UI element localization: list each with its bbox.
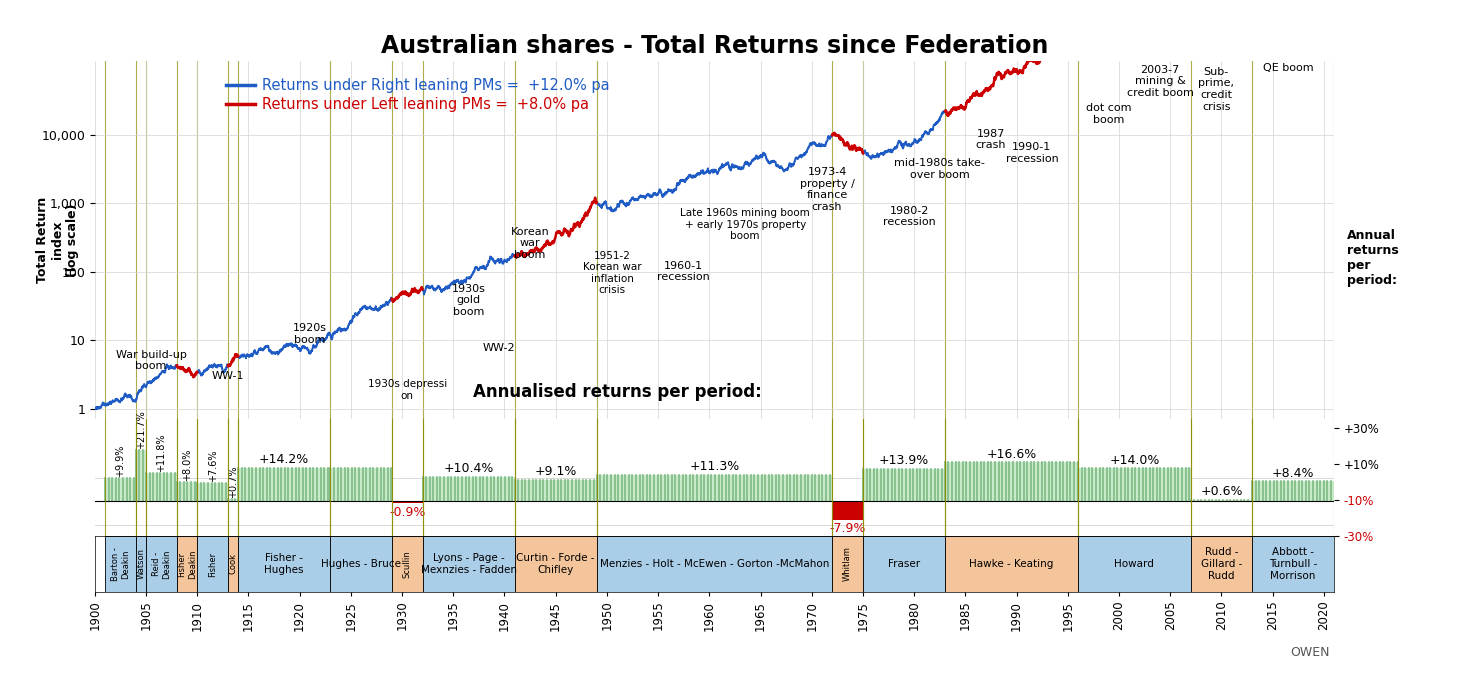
- Bar: [423, 537, 515, 592]
- Text: Late 1960s mining boom
+ early 1970s property
boom: Late 1960s mining boom + early 1970s pro…: [681, 208, 811, 241]
- Bar: [1077, 537, 1191, 592]
- Text: +7.6%: +7.6%: [207, 449, 217, 482]
- Text: +13.9%: +13.9%: [879, 454, 929, 467]
- Title: Australian shares - Total Returns since Federation: Australian shares - Total Returns since …: [381, 34, 1048, 58]
- Bar: [105, 537, 136, 592]
- Text: +0.6%: +0.6%: [1200, 485, 1242, 498]
- Text: 1987
crash: 1987 crash: [975, 129, 1006, 150]
- Text: -0.9%: -0.9%: [389, 506, 426, 519]
- Text: Watson: Watson: [137, 549, 146, 579]
- Text: 1930s depressi
on: 1930s depressi on: [367, 379, 446, 401]
- Bar: [136, 537, 146, 592]
- Text: Annual
returns
per
period:: Annual returns per period:: [1347, 229, 1398, 288]
- Text: Hughes - Bruce: Hughes - Bruce: [321, 559, 401, 569]
- Text: Reid -
Deakin: Reid - Deakin: [152, 549, 171, 579]
- Bar: [1252, 537, 1334, 592]
- Text: +11.3%: +11.3%: [690, 460, 739, 473]
- Text: WW-2: WW-2: [483, 343, 516, 353]
- Bar: [1077, 469, 1191, 501]
- Text: +16.6%: +16.6%: [986, 447, 1037, 460]
- Bar: [1252, 481, 1334, 501]
- Bar: [515, 537, 596, 592]
- Bar: [515, 480, 596, 501]
- Bar: [863, 469, 945, 501]
- Text: +21.7%: +21.7%: [136, 410, 146, 449]
- Bar: [596, 475, 833, 501]
- Text: 1930s
gold
boom: 1930s gold boom: [452, 284, 486, 317]
- Text: 1973-4
property /
finance
crash: 1973-4 property / finance crash: [799, 167, 854, 212]
- Bar: [136, 450, 146, 501]
- Text: Lyons - Page -
Mexnzies - Fadden: Lyons - Page - Mexnzies - Fadden: [420, 553, 516, 575]
- Text: -7.9%: -7.9%: [830, 522, 866, 535]
- Bar: [833, 537, 863, 592]
- Text: mid-1980s take-
over boom: mid-1980s take- over boom: [894, 158, 986, 180]
- Text: Korean
war
boom: Korean war boom: [510, 226, 550, 260]
- Text: +9.9%: +9.9%: [115, 445, 125, 477]
- Bar: [197, 483, 227, 501]
- Text: Abbott -
Turnbull -
Morrison: Abbott - Turnbull - Morrison: [1268, 547, 1317, 581]
- Text: Whitlam: Whitlam: [843, 547, 851, 581]
- Text: Cook: Cook: [229, 554, 238, 575]
- Text: Fisher -
Hughes: Fisher - Hughes: [264, 553, 305, 575]
- Bar: [146, 537, 176, 592]
- Text: War build-up
boom: War build-up boom: [115, 350, 187, 371]
- Text: +11.8%: +11.8%: [156, 434, 166, 473]
- Text: QE boom: QE boom: [1263, 63, 1314, 73]
- Bar: [238, 537, 331, 592]
- Text: Howard: Howard: [1114, 559, 1155, 569]
- Text: 1960-1
recession: 1960-1 recession: [658, 260, 710, 282]
- Bar: [227, 500, 238, 501]
- Text: Menzies - Holt - McEwen - Gorton -McMahon: Menzies - Holt - McEwen - Gorton -McMaho…: [599, 559, 830, 569]
- Bar: [945, 537, 1077, 592]
- Text: OWEN: OWEN: [1290, 646, 1330, 659]
- Bar: [945, 462, 1077, 501]
- Bar: [423, 477, 515, 501]
- Text: +14.2%: +14.2%: [260, 454, 309, 466]
- Text: WW-1: WW-1: [211, 371, 243, 381]
- Bar: [227, 537, 238, 592]
- Text: +10.4%: +10.4%: [443, 462, 494, 475]
- Bar: [392, 537, 423, 592]
- Text: Annualised returns per period:: Annualised returns per period:: [472, 384, 761, 401]
- Text: +8.0%: +8.0%: [182, 449, 192, 481]
- Text: 1951-2
Korean war
inflation
crisis: 1951-2 Korean war inflation crisis: [583, 251, 642, 296]
- Text: +14.0%: +14.0%: [1110, 454, 1159, 466]
- Text: +8.4%: +8.4%: [1271, 466, 1314, 480]
- Text: Barton -
Deakin: Barton - Deakin: [111, 547, 130, 581]
- Bar: [833, 501, 863, 520]
- Text: 2003-7
mining &
credit boom: 2003-7 mining & credit boom: [1127, 65, 1194, 98]
- Text: Sub-
prime,
credit
crisis: Sub- prime, credit crisis: [1198, 67, 1235, 112]
- Legend: Returns under Right leaning PMs =  +12.0% pa, Returns under Left leaning PMs =  : Returns under Right leaning PMs = +12.0%…: [220, 72, 615, 118]
- Bar: [1191, 500, 1252, 501]
- Y-axis label: Total Return
index
(log scale): Total Return index (log scale): [35, 197, 79, 284]
- Text: 1990-1
recession: 1990-1 recession: [1006, 142, 1059, 164]
- Text: +0.7%: +0.7%: [227, 466, 238, 498]
- Text: Scullin: Scullin: [402, 550, 411, 578]
- Bar: [197, 537, 227, 592]
- Bar: [105, 478, 136, 501]
- Text: 1920s
boom: 1920s boom: [293, 324, 327, 345]
- Bar: [392, 501, 423, 503]
- Text: Rudd -
Gillard -
Rudd: Rudd - Gillard - Rudd: [1201, 547, 1242, 581]
- Text: +9.1%: +9.1%: [535, 465, 577, 478]
- Text: dot com
boom: dot com boom: [1086, 103, 1131, 125]
- Text: Curtin - Forde -
Chifley: Curtin - Forde - Chifley: [516, 553, 595, 575]
- Text: Fisher
Deakin: Fisher Deakin: [178, 549, 197, 579]
- Bar: [863, 537, 945, 592]
- Bar: [176, 482, 197, 501]
- Text: Fraser: Fraser: [888, 559, 920, 569]
- Text: Hawke - Keating: Hawke - Keating: [970, 559, 1054, 569]
- Bar: [331, 468, 392, 501]
- Bar: [238, 468, 331, 501]
- Bar: [1191, 537, 1252, 592]
- Bar: [596, 537, 833, 592]
- Bar: [176, 537, 197, 592]
- Text: Fisher: Fisher: [208, 551, 217, 577]
- Text: 1980-2
recession: 1980-2 recession: [882, 205, 936, 227]
- Bar: [331, 537, 392, 592]
- Bar: [146, 473, 176, 501]
